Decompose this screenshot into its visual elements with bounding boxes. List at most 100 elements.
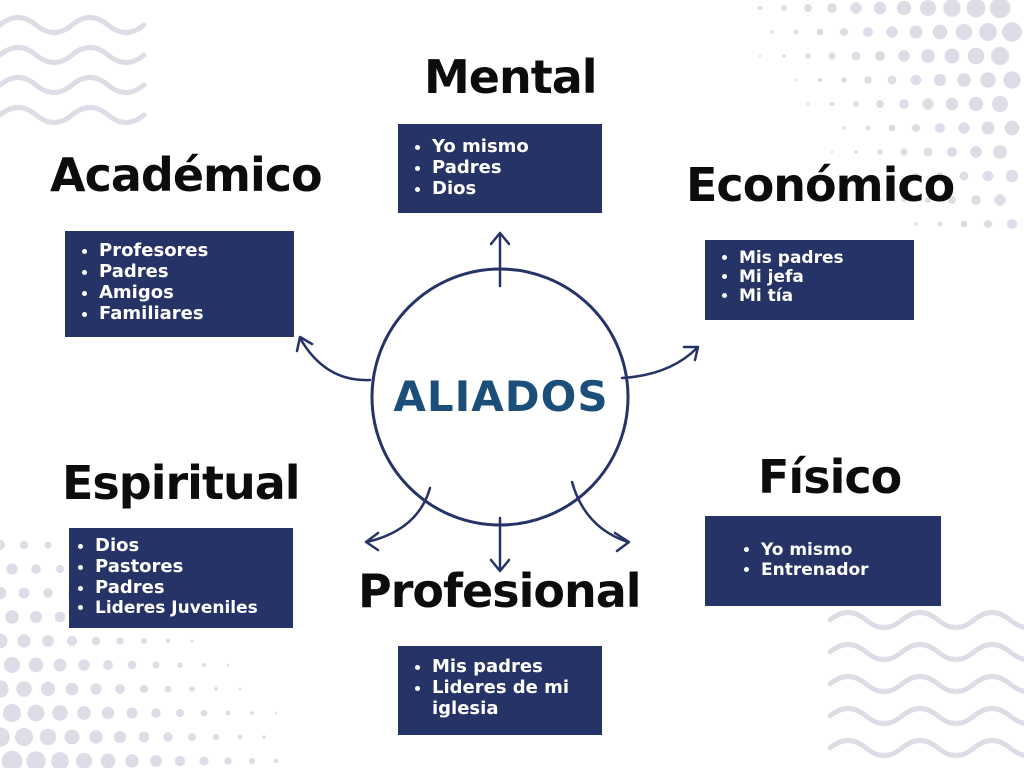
top-right-dots bbox=[757, 0, 1022, 229]
list-item: Pastores bbox=[95, 556, 293, 577]
decor-dot bbox=[851, 51, 861, 61]
decor-dot bbox=[911, 123, 921, 133]
list-item: Mi jefa bbox=[739, 268, 914, 287]
list-item: Mi tía bbox=[739, 287, 914, 306]
decor-dot bbox=[943, 0, 961, 17]
decor-dot bbox=[30, 611, 42, 623]
decor-dot bbox=[865, 125, 871, 131]
decor-dot bbox=[955, 23, 973, 41]
decor-dot bbox=[971, 195, 981, 205]
decor-dot bbox=[55, 564, 65, 574]
decor-dot bbox=[26, 751, 46, 768]
arrow-profesional bbox=[489, 516, 511, 573]
decor-dot bbox=[829, 101, 835, 107]
decor-dot bbox=[188, 733, 196, 741]
decor-dot bbox=[901, 197, 907, 203]
decor-dot bbox=[924, 196, 932, 204]
decor-dot bbox=[238, 687, 242, 691]
decor-dot bbox=[1, 750, 23, 768]
list-item: Profesores bbox=[99, 240, 294, 261]
decor-dot bbox=[103, 660, 113, 670]
decor-dot bbox=[174, 755, 186, 767]
decor-dot bbox=[842, 126, 846, 130]
arrow-espiritual bbox=[364, 486, 432, 552]
decor-dot bbox=[6, 563, 18, 575]
decor-dot bbox=[989, 0, 1011, 19]
bottom-right-waves bbox=[827, 610, 1024, 758]
decor-dot bbox=[75, 752, 93, 768]
list-item: Lideres de mi iglesia bbox=[432, 677, 594, 719]
decor-dot bbox=[200, 709, 208, 717]
list-item: Dios bbox=[95, 535, 293, 556]
decor-dot bbox=[249, 758, 255, 764]
decor-dot bbox=[250, 711, 254, 715]
decor-dot bbox=[0, 586, 7, 600]
decor-dot bbox=[125, 754, 139, 768]
decor-dot bbox=[78, 659, 90, 671]
decor-dot bbox=[163, 732, 173, 742]
decor-dot bbox=[5, 610, 19, 624]
arrow-fisico bbox=[570, 480, 631, 553]
decor-dot bbox=[15, 728, 33, 746]
decor-dot bbox=[877, 149, 883, 155]
decor-dot bbox=[224, 757, 232, 765]
list-item: Yo mismo bbox=[761, 540, 941, 560]
heading-mental: Mental bbox=[424, 50, 598, 104]
decor-dot bbox=[839, 27, 849, 37]
decor-dot bbox=[0, 633, 8, 649]
decor-dot bbox=[16, 681, 32, 697]
decor-dot bbox=[44, 541, 52, 549]
decor-dot bbox=[27, 704, 45, 722]
decor-dot bbox=[165, 638, 171, 644]
list-item: Padres bbox=[432, 157, 602, 178]
decor-dot bbox=[967, 47, 985, 65]
decor-dot bbox=[65, 682, 79, 696]
decor-dot bbox=[4, 657, 20, 673]
list-economico: Mis padres Mi jefa Mi tía bbox=[705, 249, 914, 306]
decor-dot bbox=[758, 54, 762, 58]
decor-dot bbox=[886, 26, 898, 38]
decor-dot bbox=[804, 4, 812, 12]
decor-dot bbox=[115, 684, 125, 694]
decor-dot bbox=[793, 29, 799, 35]
decor-dot bbox=[876, 100, 884, 108]
decor-dot bbox=[993, 145, 1007, 159]
top-left-waves bbox=[0, 15, 147, 125]
decor-dot bbox=[225, 710, 231, 716]
decor-dot bbox=[990, 46, 1010, 66]
decor-dot bbox=[830, 150, 834, 154]
decor-dot bbox=[913, 173, 919, 179]
decor-dot bbox=[889, 173, 895, 179]
decor-dot bbox=[1005, 169, 1019, 183]
decor-dot bbox=[77, 706, 91, 720]
list-profesional: Mis padres Lideres de mi iglesia bbox=[398, 656, 594, 719]
decor-dot bbox=[957, 73, 971, 87]
decor-dot bbox=[873, 1, 887, 15]
decor-dot bbox=[944, 48, 960, 64]
decor-dot bbox=[1004, 120, 1020, 136]
decor-dot bbox=[968, 96, 984, 112]
decor-dot bbox=[933, 73, 947, 87]
decor-dot bbox=[874, 50, 886, 62]
decor-dot bbox=[43, 588, 53, 598]
decor-dot bbox=[946, 146, 958, 158]
decor-dot bbox=[0, 680, 9, 698]
decor-dot bbox=[201, 662, 207, 668]
decor-dot bbox=[782, 54, 786, 58]
list-item: Padres bbox=[99, 261, 294, 282]
decor-dot bbox=[983, 219, 993, 229]
decor-dot bbox=[806, 102, 810, 106]
heading-espiritual: Espiritual bbox=[62, 456, 300, 510]
decor-dot bbox=[138, 731, 150, 743]
decor-dot bbox=[116, 637, 124, 645]
decor-dot bbox=[864, 76, 872, 84]
box-fisico: Yo mismo Entrenador bbox=[705, 516, 941, 606]
list-item: Padres bbox=[95, 577, 293, 598]
arrow-academico bbox=[295, 335, 372, 382]
decor-dot bbox=[960, 220, 968, 228]
decor-dot bbox=[113, 730, 127, 744]
box-mental: Yo mismo Padres Dios bbox=[398, 124, 602, 213]
decor-dot bbox=[757, 5, 763, 11]
